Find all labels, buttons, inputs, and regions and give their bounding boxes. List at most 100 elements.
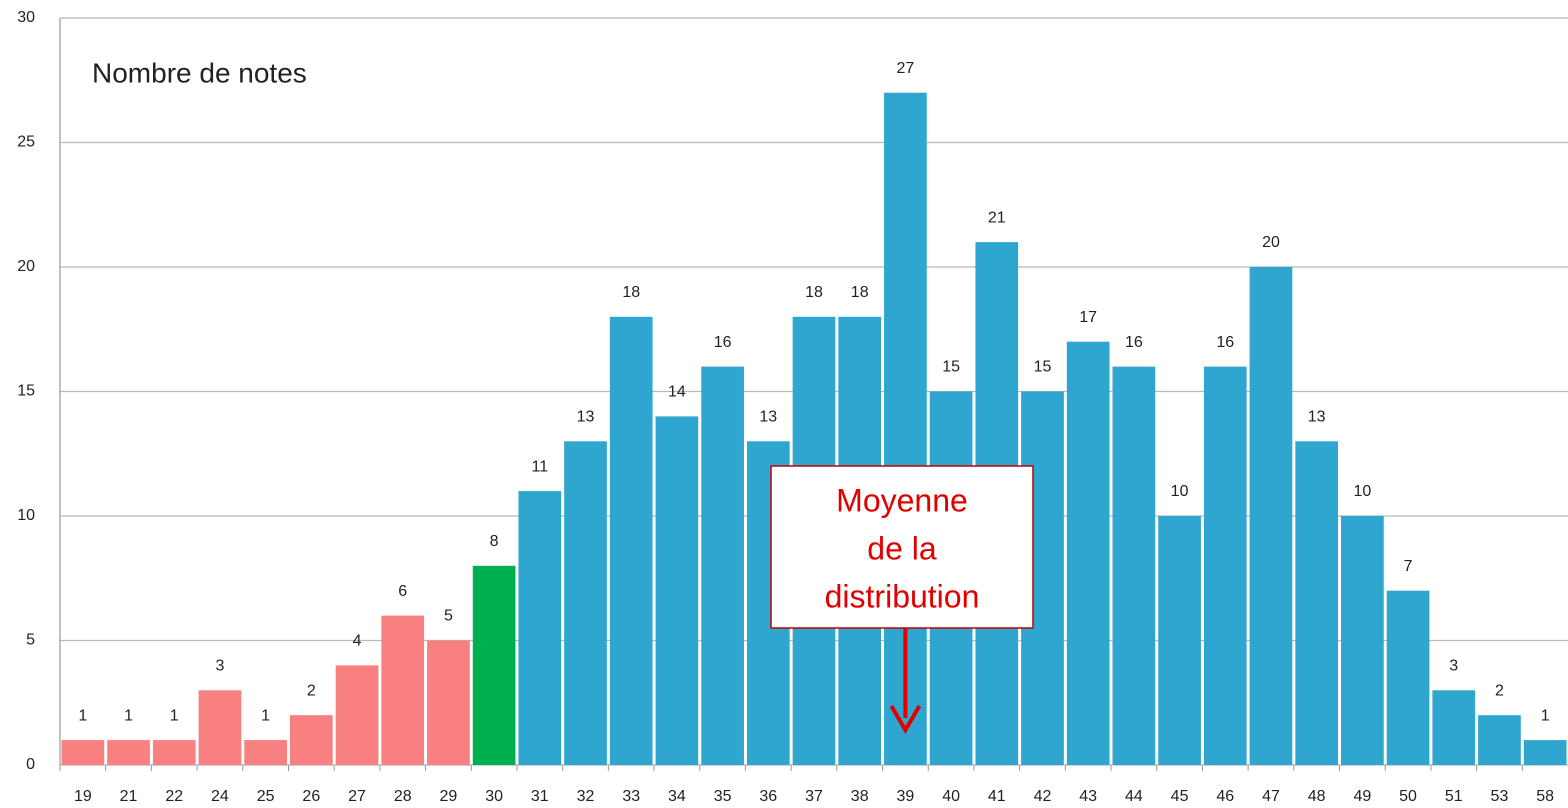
data-label: 3 <box>1449 658 1458 675</box>
x-tick-label: 50 <box>1399 788 1417 805</box>
bar <box>61 740 105 765</box>
x-tick-label: 26 <box>302 788 320 805</box>
data-label: 10 <box>1353 483 1371 500</box>
bar <box>1341 516 1384 765</box>
bar <box>198 690 242 765</box>
data-label: 21 <box>988 209 1006 226</box>
bar <box>1432 690 1476 765</box>
arrow-head <box>889 704 922 734</box>
x-tick-label: 29 <box>440 788 458 805</box>
x-tick-label: 38 <box>851 788 869 805</box>
x-tick-label: 44 <box>1125 788 1143 805</box>
x-tick-label: 35 <box>714 788 732 805</box>
data-label: 2 <box>1495 682 1504 699</box>
x-tick-label: 37 <box>805 788 823 805</box>
x-tick-label: 51 <box>1445 788 1463 805</box>
bar <box>1249 267 1293 765</box>
data-label: 8 <box>490 533 499 550</box>
annotation-text: distribution <box>825 578 980 614</box>
x-tick-label: 34 <box>668 788 686 805</box>
y-tick-label: 10 <box>17 507 35 524</box>
data-label: 4 <box>353 633 362 650</box>
bar <box>1295 441 1339 765</box>
data-label: 10 <box>1171 483 1189 500</box>
bar <box>152 740 196 765</box>
bar <box>564 441 607 765</box>
bar <box>655 416 699 765</box>
bar <box>107 740 150 765</box>
bar <box>1158 516 1201 765</box>
bar <box>335 665 379 765</box>
y-tick-label: 20 <box>17 258 35 275</box>
bar <box>1066 341 1110 765</box>
data-label: 16 <box>1125 334 1143 351</box>
y-tick-label: 30 <box>17 9 35 26</box>
bar <box>1386 590 1430 765</box>
bar <box>701 366 744 765</box>
data-label: 1 <box>170 707 179 724</box>
data-label: 13 <box>759 409 777 426</box>
data-label: 3 <box>215 658 224 675</box>
bar <box>381 615 425 765</box>
data-label: 6 <box>398 583 407 600</box>
data-label: 17 <box>1079 309 1097 326</box>
x-tick-label: 45 <box>1171 788 1189 805</box>
x-tick-label: 24 <box>211 788 229 805</box>
x-tick-label: 19 <box>74 788 92 805</box>
annotation-text: Moyenne <box>836 482 968 518</box>
chart-title: Nombre de notes <box>92 57 307 88</box>
x-tick-label: 40 <box>942 788 960 805</box>
data-label: 7 <box>1404 558 1413 575</box>
bar <box>609 316 653 765</box>
data-label: 1 <box>261 707 270 724</box>
x-tick-label: 46 <box>1216 788 1234 805</box>
bar <box>427 640 470 765</box>
x-tick-label: 49 <box>1353 788 1371 805</box>
data-label: 11 <box>532 458 549 475</box>
y-tick-label: 15 <box>17 383 35 400</box>
x-tick-label: 53 <box>1491 788 1509 805</box>
x-tick-label: 43 <box>1079 788 1097 805</box>
y-tick-label: 5 <box>26 632 35 649</box>
data-label: 18 <box>805 284 823 301</box>
data-label: 18 <box>851 284 869 301</box>
x-tick-label: 36 <box>759 788 777 805</box>
x-tick-label: 42 <box>1034 788 1052 805</box>
data-label: 27 <box>896 60 914 77</box>
x-tick-label: 58 <box>1536 788 1554 805</box>
x-tick-label: 30 <box>485 788 503 805</box>
data-label: 16 <box>714 334 732 351</box>
data-label: 13 <box>577 409 595 426</box>
x-tick-label: 41 <box>988 788 1006 805</box>
y-tick-label: 0 <box>26 756 35 773</box>
data-label: 16 <box>1216 334 1234 351</box>
data-label: 15 <box>1034 359 1052 376</box>
bar <box>518 491 562 765</box>
bar <box>289 715 333 765</box>
annotation-text: de la <box>867 530 937 566</box>
x-tick-label: 28 <box>394 788 412 805</box>
data-label: 13 <box>1308 409 1326 426</box>
data-label: 1 <box>78 707 87 724</box>
data-label: 14 <box>668 384 686 401</box>
data-label: 5 <box>444 608 453 625</box>
data-label: 1 <box>124 707 133 724</box>
y-tick-label: 25 <box>17 134 35 151</box>
data-label: 1 <box>1541 707 1550 724</box>
x-tick-label: 25 <box>257 788 275 805</box>
bar <box>1523 740 1567 765</box>
x-tick-label: 47 <box>1262 788 1280 805</box>
x-tick-label: 33 <box>622 788 640 805</box>
data-label: 20 <box>1262 234 1280 251</box>
bar <box>1112 366 1156 765</box>
x-tick-label: 31 <box>531 788 549 805</box>
bar <box>1478 715 1521 765</box>
x-tick-label: 22 <box>165 788 183 805</box>
x-tick-label: 27 <box>348 788 366 805</box>
data-label: 18 <box>622 284 640 301</box>
x-tick-label: 39 <box>896 788 914 805</box>
x-tick-label: 21 <box>120 788 138 805</box>
bar <box>1203 366 1247 765</box>
x-tick-label: 48 <box>1308 788 1326 805</box>
